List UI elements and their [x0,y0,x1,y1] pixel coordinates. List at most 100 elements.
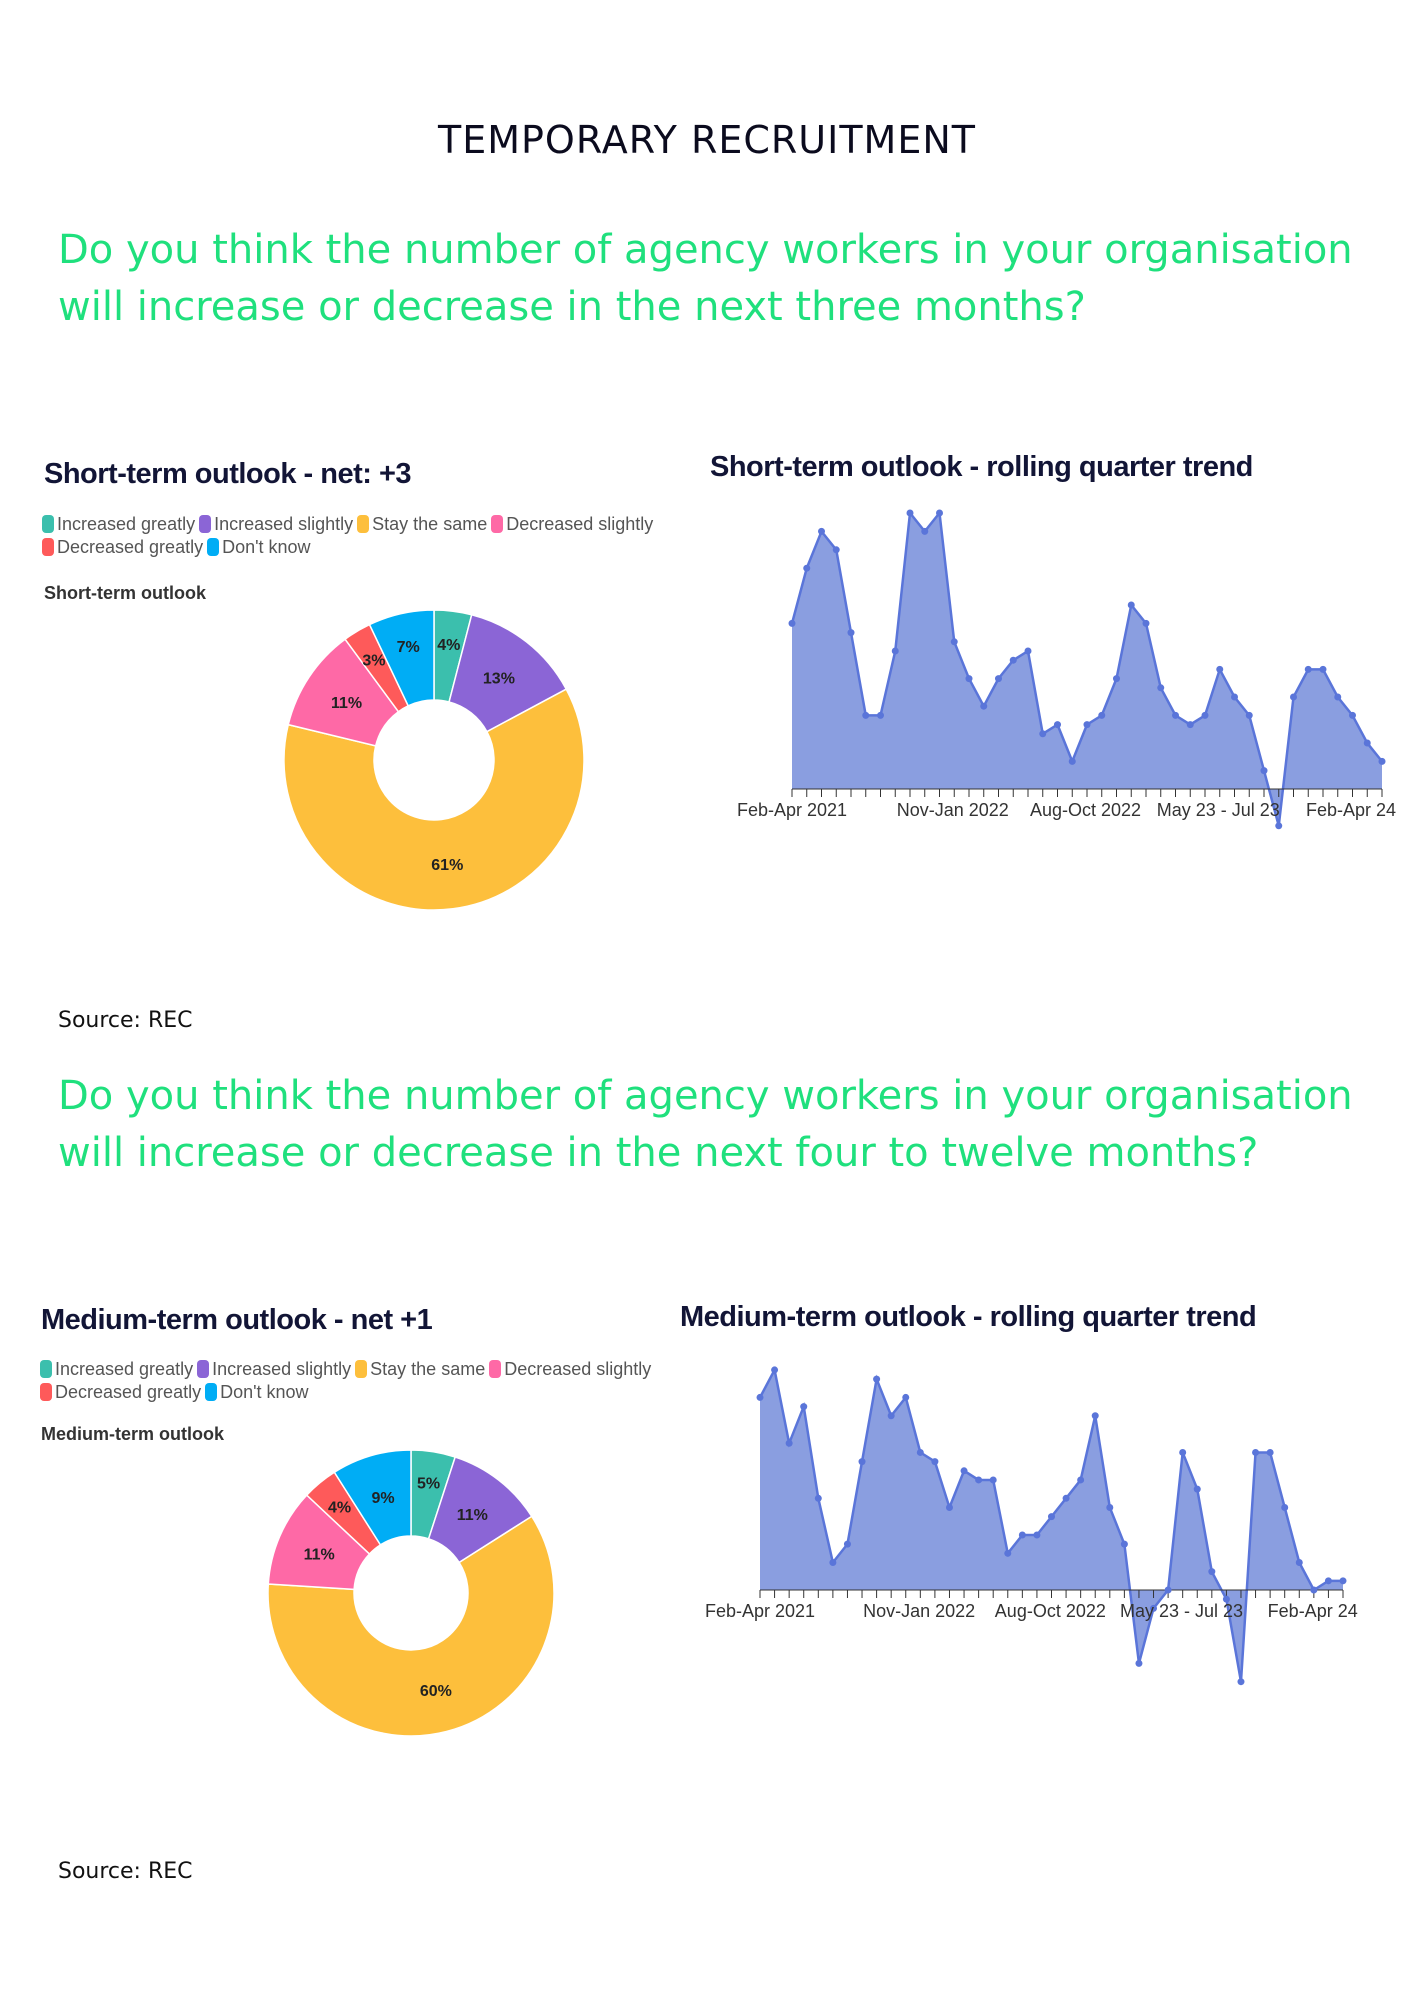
x-tick-label: Nov-Jan 2022 [897,800,1009,820]
data-point [989,1476,997,1484]
data-point [1077,1476,1085,1484]
data-point [877,711,884,719]
legend-label: Stay the same [370,1359,486,1379]
data-point [1113,675,1120,683]
data-point [1319,665,1327,673]
legend-item-stay-the-same[interactable]: Stay the same [355,1358,485,1381]
data-point [1208,1568,1216,1576]
data-point [1142,619,1150,627]
data-point [965,675,973,683]
medium-term-pie-subtitle: Medium-term outlook [41,1424,224,1444]
data-point [916,1448,924,1456]
short-term-pie-title: Short-term outlook - net: +3 [44,458,412,490]
legend-label: Decreased slightly [504,1359,652,1379]
medium-term-legend: Increased greatly Increased slightly Stay … [40,1358,720,1404]
legend-swatch [42,538,54,556]
legend-item-increased-greatly[interactable]: Increased greatly [40,1358,193,1381]
x-tick-label: Feb-Apr 24 [1306,800,1396,820]
legend-item-increased-slightly[interactable]: Increased slightly [199,513,353,536]
legend-swatch [357,515,370,533]
data-point [1039,730,1047,738]
data-point [1150,1604,1158,1612]
legend-item-increased-slightly[interactable]: Increased slightly [197,1358,351,1381]
legend-label: Increased slightly [214,514,354,534]
legend-item-dont-know[interactable]: Don't know [205,1381,309,1404]
x-tick-label: May 23 - Jul 23 [1157,800,1280,820]
data-label: 9% [372,1490,395,1507]
short-term-trend-chart: Feb-Apr 2021 Nov-Jan 2022 Aug-Oct 2022 May … [737,509,1396,830]
legend-item-decreased-greatly[interactable]: Decreased greatly [42,536,203,559]
medium-term-trend-title: Medium-term outlook - rolling quarter tr… [680,1301,1257,1333]
donut-slice-don-t-know [368,609,435,707]
data-point [1186,721,1194,729]
legend-swatch [197,1360,210,1378]
area-fill [792,513,1382,826]
data-point [771,1366,779,1374]
legend-swatch [40,1383,52,1401]
data-point [1018,1531,1026,1539]
data-point [960,1467,968,1475]
legend-swatch [199,515,212,533]
data-point [832,546,840,554]
legend-item-increased-greatly[interactable]: Increased greatly [42,513,195,536]
data-point [1062,1494,1070,1502]
data-point [1266,1448,1274,1456]
x-tick-label: May 23 - Jul 23 [1120,1601,1243,1621]
legend-swatch [207,538,220,556]
data-point [975,1476,983,1484]
legend-item-decreased-slightly[interactable]: Decreased slightly [489,1358,651,1381]
data-point [829,1558,837,1566]
legend-label: Increased slightly [212,1359,352,1379]
data-point [1120,1540,1128,1548]
data-point [1304,665,1312,673]
data-label: 11% [331,695,362,712]
data-point [891,647,899,655]
legend-label: Decreased slightly [506,514,654,534]
data-point [1231,693,1238,701]
data-point [906,509,914,517]
medium-term-donut-chart: 5% 11% 60% 11% 4% 9% [267,1449,555,1737]
legend-label: Don't know [220,1382,309,1402]
data-point [858,1458,866,1466]
data-point [814,1494,822,1502]
donut-slice-don-t-know [333,1449,412,1546]
question-medium-term: Do you think the number of agency worker… [58,1073,1353,1176]
short-term-trend-title: Short-term outlook - rolling quarter tre… [710,451,1253,483]
data-point [1295,1558,1303,1566]
data-point [1201,711,1209,719]
legend-item-stay-the-same[interactable]: Stay the same [357,513,487,536]
data-label: 11% [304,1546,335,1563]
data-point [756,1393,764,1401]
legend-label: Don't know [222,537,311,557]
data-point [1083,721,1091,729]
data-point [1179,1448,1187,1456]
data-point [950,638,958,646]
x-tick-label: Feb-Apr 24 [1268,1601,1358,1621]
data-point [1339,1577,1347,1585]
short-term-pie-subtitle: Short-term outlook [44,583,206,603]
data-point [818,527,825,535]
legend-item-dont-know[interactable]: Don't know [207,536,311,559]
data-point [1172,711,1179,719]
legend-item-decreased-greatly[interactable]: Decreased greatly [40,1381,201,1404]
data-point [1024,647,1032,655]
legend-swatch [42,515,54,533]
data-point [1127,601,1135,609]
legend-item-decreased-slightly[interactable]: Decreased slightly [491,513,653,536]
data-point [1193,1485,1201,1493]
data-point [1054,721,1061,729]
data-point [1033,1531,1041,1539]
data-point [1378,757,1386,765]
data-point [1334,693,1342,701]
data-point [1135,1659,1143,1667]
data-point [1091,1412,1099,1420]
data-point [1275,822,1283,830]
data-label: 61% [431,857,463,874]
data-label: 13% [483,670,515,687]
data-point [1098,711,1106,719]
legend-swatch [40,1360,52,1378]
data-point [936,509,943,517]
data-point [1260,767,1268,775]
data-point [800,1403,808,1411]
data-point [1252,1448,1260,1456]
